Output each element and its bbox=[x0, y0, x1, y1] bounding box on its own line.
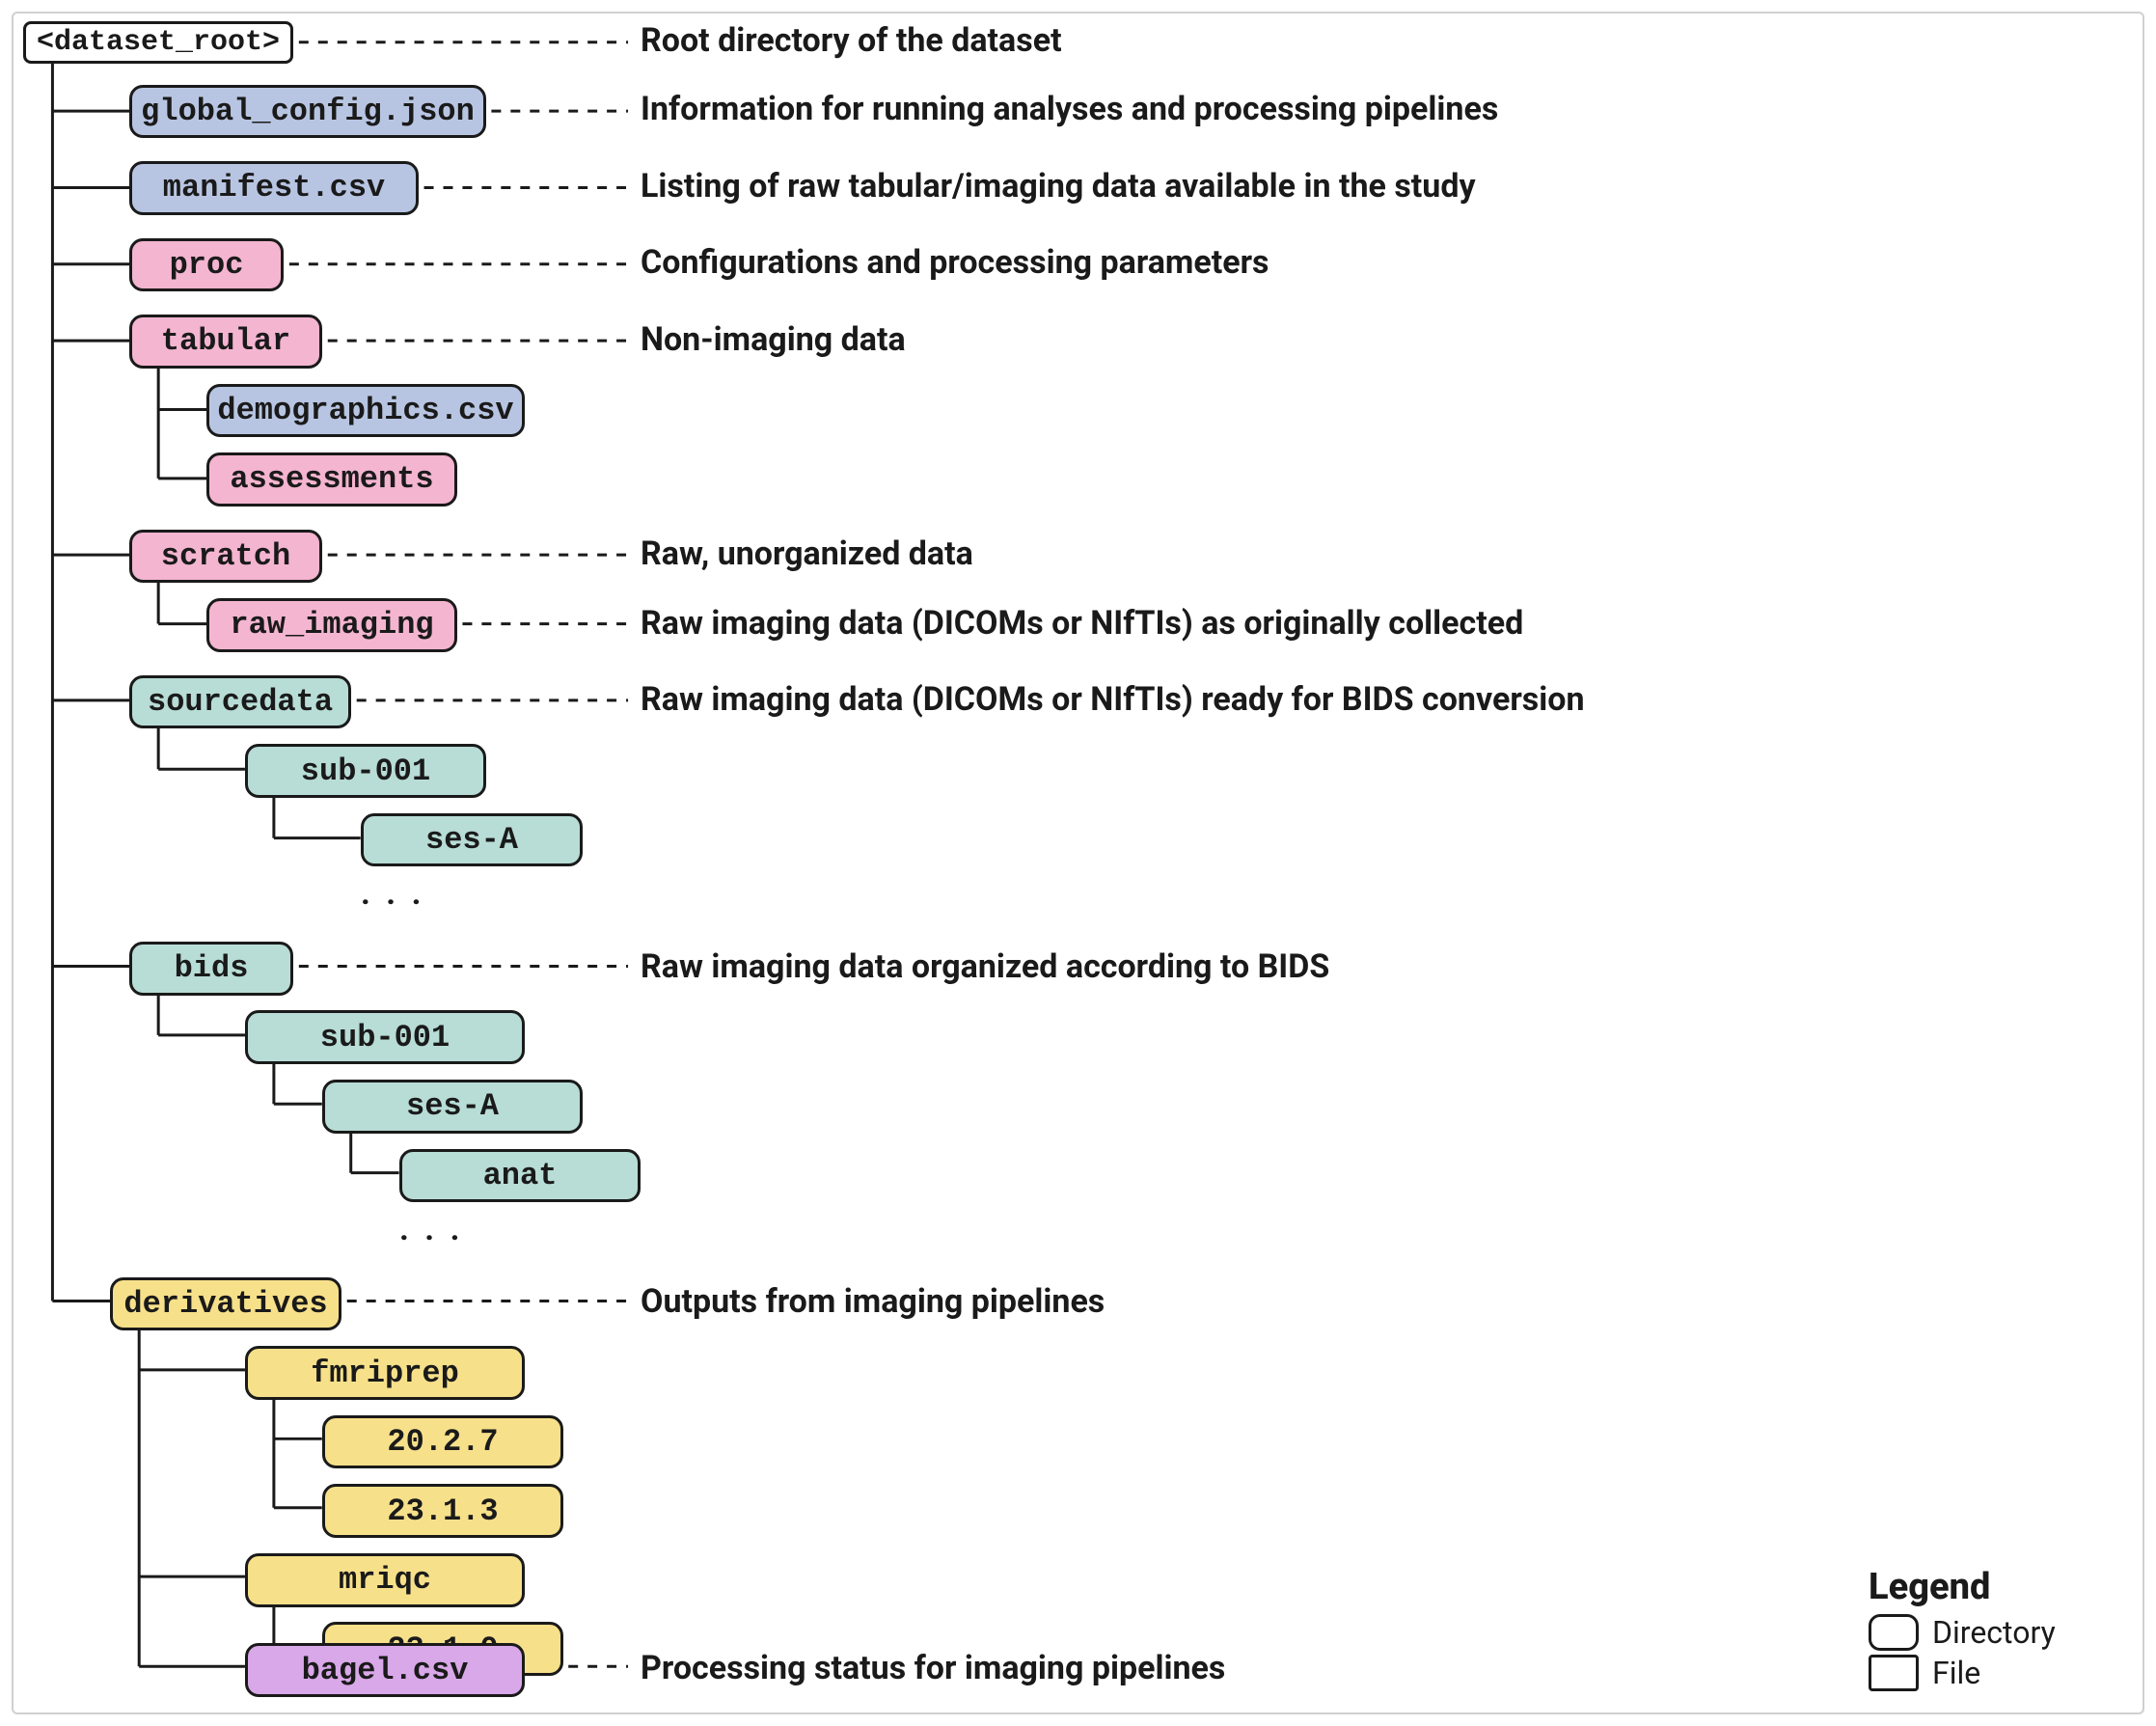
desc-manifest: Listing of raw tabular/imaging data avai… bbox=[641, 167, 1476, 205]
desc-scratch: Raw, unorganized data bbox=[641, 534, 973, 573]
node-assess: assessments bbox=[206, 452, 457, 507]
node-sd_ses: ses-A bbox=[361, 813, 583, 867]
desc-rawimg: Raw imaging data (DICOMs or NIfTIs) as o… bbox=[641, 604, 1523, 643]
desc-root: Root directory of the dataset bbox=[641, 21, 1062, 60]
desc-sourcedata: Raw imaging data (DICOMs or NIfTIs) read… bbox=[641, 680, 1585, 719]
node-fmriprep: fmriprep bbox=[245, 1346, 525, 1400]
legend-label-file: File bbox=[1932, 1655, 1980, 1691]
node-fp_v1: 20.2.7 bbox=[322, 1415, 563, 1469]
node-sourcedata: sourcedata bbox=[129, 675, 351, 729]
node-rawimg: raw_imaging bbox=[206, 598, 457, 652]
node-bagel: bagel.csv bbox=[245, 1643, 525, 1697]
node-manifest: manifest.csv bbox=[129, 161, 419, 215]
legend-swatch-file bbox=[1869, 1655, 1919, 1691]
legend-row-dir: Directory bbox=[1869, 1614, 2119, 1651]
node-b_sub: sub-001 bbox=[245, 1010, 525, 1064]
node-root: <dataset_root> bbox=[23, 21, 293, 64]
ellipsis-1: . . . bbox=[399, 1210, 463, 1248]
desc-global: Information for running analyses and pro… bbox=[641, 90, 1498, 128]
desc-bids: Raw imaging data organized according to … bbox=[641, 947, 1329, 986]
node-b_anat: anat bbox=[399, 1149, 641, 1203]
node-scratch: scratch bbox=[129, 530, 322, 584]
node-fp_v2: 23.1.3 bbox=[322, 1484, 563, 1538]
legend-label-dir: Directory bbox=[1932, 1614, 2056, 1651]
node-deriv: derivatives bbox=[110, 1277, 341, 1331]
node-mriqc: mriqc bbox=[245, 1553, 525, 1607]
legend-row-file: File bbox=[1869, 1655, 2119, 1691]
desc-deriv: Outputs from imaging pipelines bbox=[641, 1282, 1105, 1321]
node-bids: bids bbox=[129, 942, 293, 996]
ellipsis-0: . . . bbox=[361, 874, 424, 913]
legend: Legend Directory File bbox=[1869, 1566, 2119, 1695]
desc-bagel: Processing status for imaging pipelines bbox=[641, 1649, 1225, 1687]
node-b_ses: ses-A bbox=[322, 1080, 583, 1134]
node-demog: demographics.csv bbox=[206, 384, 525, 438]
desc-proc: Configurations and processing parameters bbox=[641, 243, 1269, 282]
node-sd_sub: sub-001 bbox=[245, 744, 486, 798]
tree-diagram: Legend Directory File <dataset_root> Root… bbox=[12, 12, 2144, 1714]
legend-title: Legend bbox=[1869, 1566, 2119, 1608]
legend-swatch-dir bbox=[1869, 1614, 1919, 1651]
node-tabular: tabular bbox=[129, 315, 322, 369]
node-global: global_config.json bbox=[129, 85, 486, 139]
desc-tabular: Non-imaging data bbox=[641, 320, 906, 359]
node-proc: proc bbox=[129, 238, 284, 292]
